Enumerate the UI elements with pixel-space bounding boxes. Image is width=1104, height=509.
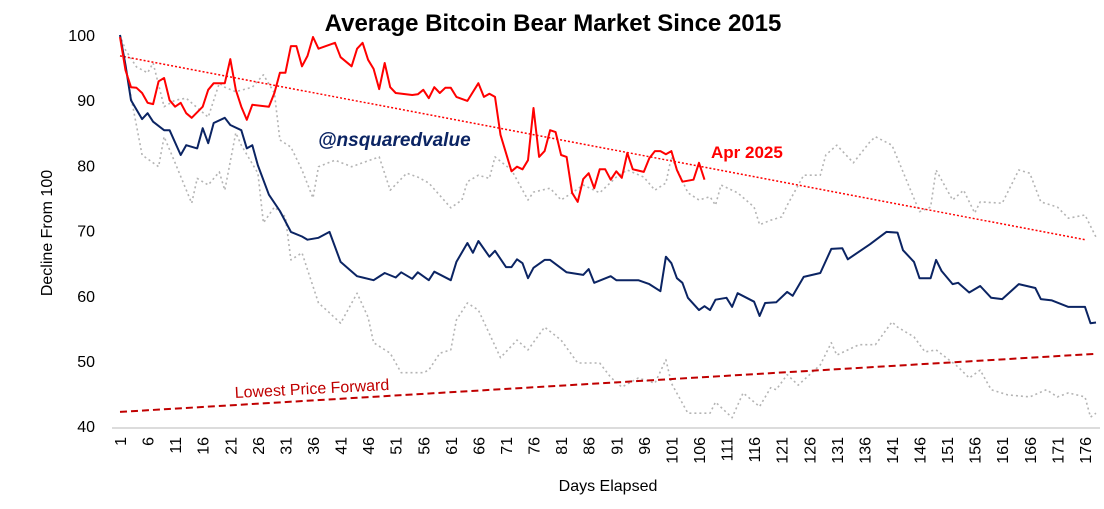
x-tick-label: 121 (775, 437, 792, 464)
x-tick-label: 31 (278, 437, 295, 455)
x-tick-label: 106 (692, 437, 709, 464)
x-tick-label: 66 (471, 437, 488, 455)
x-tick-label: 51 (389, 437, 406, 455)
x-axis-label: Days Elapsed (559, 478, 658, 495)
x-tick-label: 126 (802, 437, 819, 464)
x-tick-label: 26 (251, 437, 268, 455)
x-tick-label: 46 (361, 437, 378, 455)
y-tick-label: 90 (77, 93, 95, 110)
trend-series-line (119, 55, 1086, 241)
watermark-text: @nsquaredvalue (318, 130, 471, 151)
floor-series-line (119, 352, 1097, 413)
y-tick-label: 100 (68, 28, 95, 45)
x-tick-label: 156 (968, 437, 985, 464)
x-tick-label: 56 (416, 437, 433, 455)
x-tick-label: 176 (1078, 437, 1095, 464)
average-series-line (119, 34, 1097, 325)
x-tick-label: 91 (609, 437, 626, 455)
x-tick-label: 111 (720, 437, 737, 461)
x-tick-label: 81 (554, 437, 571, 455)
x-tick-label: 76 (527, 437, 544, 455)
current-series-label: Apr 2025 (711, 143, 783, 162)
series-group (119, 34, 1097, 419)
envelope-series-line (119, 34, 1097, 419)
x-tick-label: 101 (664, 437, 681, 464)
y-tick-label: 40 (77, 419, 95, 436)
x-tick-label: 21 (223, 437, 240, 455)
x-tick-label: 171 (1050, 437, 1067, 464)
x-tick-label: 41 (334, 437, 351, 455)
x-tick-label: 11 (168, 437, 185, 454)
x-tick-label: 141 (885, 437, 902, 464)
x-tick-label: 16 (196, 437, 213, 455)
x-axis-ticks: 1 6 11 16 21 26 31 36 41 46 51 56 61 66 71 76 81 86 91 96 10… (113, 437, 1095, 464)
y-axis-label: Decline From 100 (39, 170, 56, 296)
x-tick-label: 161 (995, 437, 1012, 464)
y-tick-label: 60 (77, 289, 95, 306)
x-tick-label: 6 (141, 437, 158, 446)
chart-title: Average Bitcoin Bear Market Since 2015 (325, 10, 782, 37)
x-tick-label: 131 (830, 437, 847, 464)
x-tick-label: 1 (113, 437, 130, 446)
x-tick-label: 136 (857, 437, 874, 464)
x-tick-label: 116 (747, 437, 764, 463)
y-tick-label: 80 (77, 158, 95, 175)
x-tick-label: 61 (444, 437, 461, 455)
y-tick-label: 70 (77, 224, 95, 241)
x-tick-label: 166 (1023, 437, 1040, 464)
current-series-line (119, 36, 706, 203)
x-tick-label: 151 (940, 437, 957, 464)
x-tick-label: 146 (913, 437, 930, 464)
x-tick-label: 36 (306, 437, 323, 455)
x-tick-label: 86 (582, 437, 599, 455)
envelope-series-line (119, 34, 1097, 238)
y-axis-ticks: 100 90 80 70 60 50 40 (68, 28, 95, 436)
y-tick-label: 50 (77, 354, 95, 371)
x-tick-label: 96 (637, 437, 654, 455)
x-tick-label: 71 (499, 437, 516, 455)
